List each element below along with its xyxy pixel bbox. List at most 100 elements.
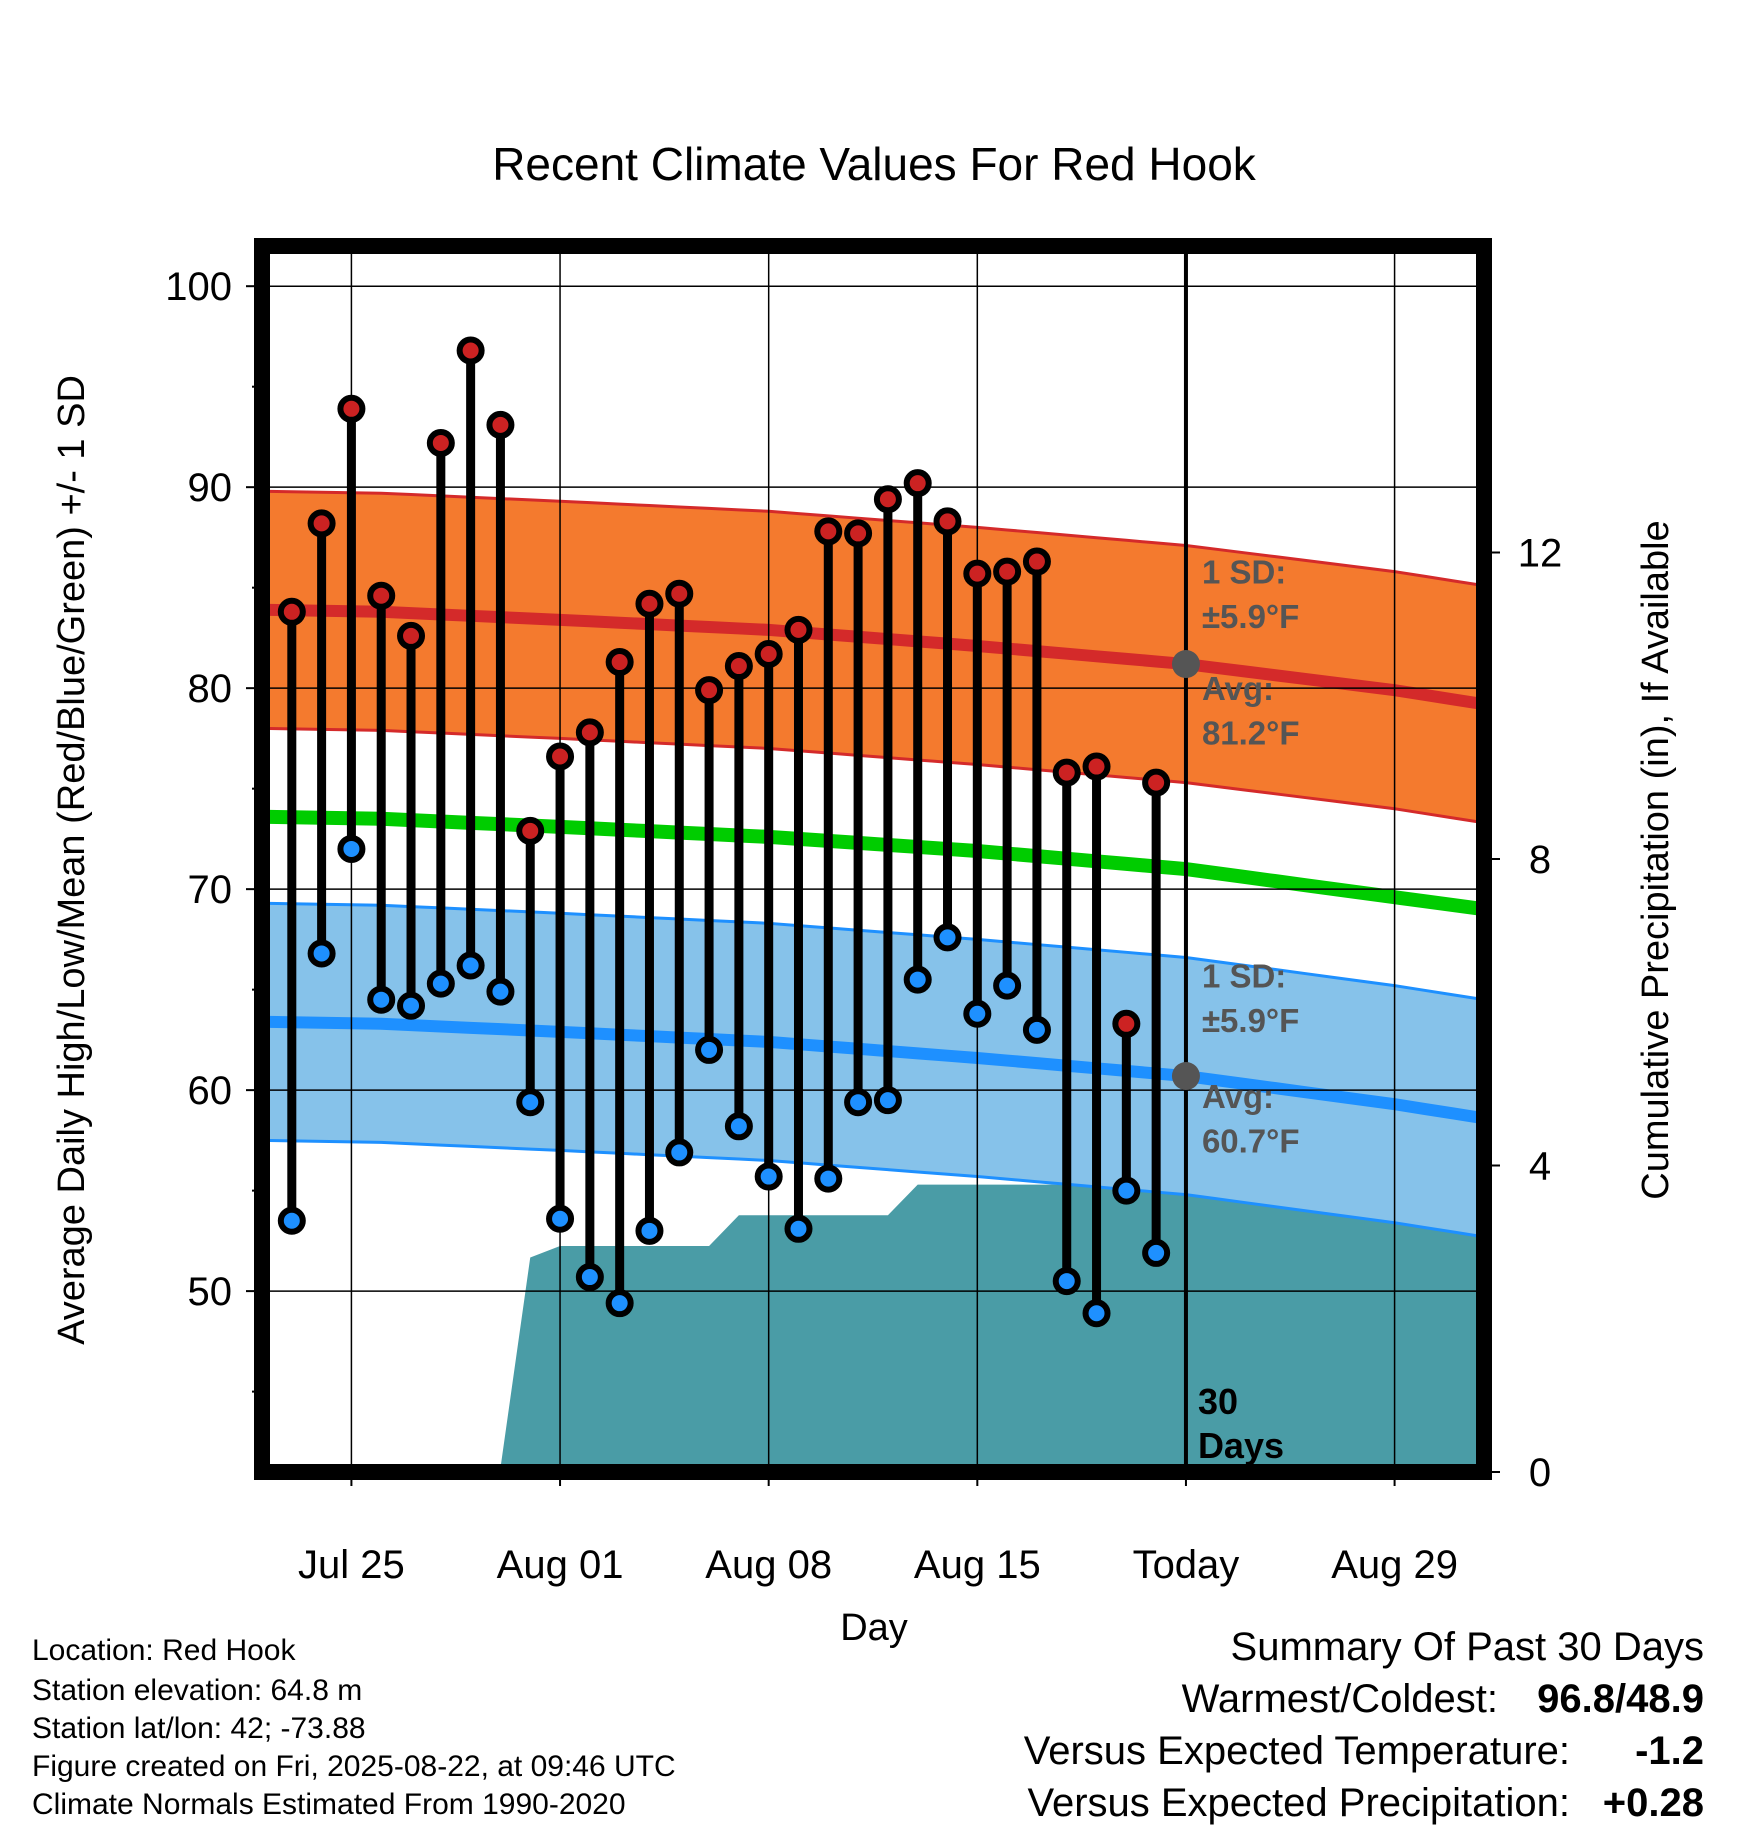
x-tick-label: Aug 01 — [497, 1543, 624, 1587]
daily-high-point — [993, 557, 1022, 586]
daily-low-point — [426, 969, 455, 998]
annotation-high-sd-line2: ±5.9°F — [1202, 598, 1299, 635]
daily-high-point — [695, 676, 724, 705]
daily-low-point — [784, 1214, 813, 1243]
daily-high-point — [963, 559, 992, 588]
summary-precip-value: +0.28 — [1603, 1781, 1704, 1825]
daily-high-point — [754, 639, 783, 668]
daily-low-point — [575, 1263, 604, 1292]
daily-high-point — [844, 519, 873, 548]
daily-low-point — [963, 999, 992, 1028]
daily-low-point — [724, 1112, 753, 1141]
daily-high-point — [456, 336, 485, 365]
daily-high-point — [1082, 752, 1111, 781]
annotation-low-sd-line2: ±5.9°F — [1202, 1002, 1299, 1039]
daily-high-point — [486, 410, 515, 439]
daily-high-point — [307, 509, 336, 538]
annotation-high-avg-line2: 81.2°F — [1202, 714, 1300, 751]
y-tick-label: 60 — [188, 1069, 233, 1113]
annotation-low-avg-line1: Avg: — [1202, 1078, 1274, 1115]
daily-high-point — [397, 621, 426, 650]
daily-low-point — [397, 991, 426, 1020]
daily-high-point — [1112, 1009, 1141, 1038]
summary-warmest-value: 96.8/48.9 — [1537, 1677, 1704, 1721]
info-normals: Climate Normals Estimated From 1990-2020 — [32, 1788, 626, 1821]
daily-low-point — [337, 834, 366, 863]
x-axis-title: Day — [840, 1607, 908, 1649]
daily-high-point — [814, 517, 843, 546]
y-tick-label: 70 — [188, 868, 233, 912]
daily-high-point — [367, 581, 396, 610]
daily-low-point — [1082, 1299, 1111, 1328]
y2-tick-label: 8 — [1529, 838, 1551, 882]
info-elevation: Station elevation: 64.8 m — [32, 1674, 362, 1707]
daily-low-point — [635, 1216, 664, 1245]
summary-precip-label: Versus Expected Precipitation: — [1027, 1781, 1570, 1825]
plot-area: 1 SD: ±5.9°F Avg: 81.2°F 1 SD: ±5.9°F Avg: 60.7… — [254, 238, 1492, 1480]
daily-low-point — [844, 1088, 873, 1117]
daily-low-point — [307, 939, 336, 968]
y-axis-title: Average Daily High/Low/Mean (Red/Blue/Gr… — [51, 375, 93, 1345]
summary-temp-label: Versus Expected Temperature: — [1024, 1729, 1570, 1773]
daily-high-point — [575, 718, 604, 747]
daily-low-point — [1022, 1015, 1051, 1044]
daily-low-point — [1052, 1267, 1081, 1296]
daily-high-point — [1142, 768, 1171, 797]
days-label-word: Days — [1198, 1425, 1284, 1466]
daily-high-point — [426, 428, 455, 457]
daily-low-point — [665, 1138, 694, 1167]
daily-high-point — [784, 615, 813, 644]
daily-high-point — [337, 394, 366, 423]
daily-low-point — [903, 965, 932, 994]
x-tick-label: Aug 15 — [914, 1543, 1041, 1587]
annotation-high-sd-line1: 1 SD: — [1202, 554, 1286, 591]
high-sd-lower-line — [262, 726, 1484, 825]
info-location: Location: Red Hook — [32, 1634, 296, 1667]
high-sd-band — [262, 491, 1484, 823]
x-tick-label: Aug 29 — [1331, 1543, 1458, 1587]
axes: 50 60 70 80 90 100 0 4 8 12 Jul 25 Aug 01 Aug 08 Aug … — [165, 265, 1562, 1587]
y2-axis-title: Cumulative Precipitation (in), If Availa… — [1635, 520, 1677, 1199]
chart-title: Recent Climate Values For Red Hook — [492, 138, 1257, 190]
daily-low-point — [277, 1206, 306, 1235]
low-sd-band — [262, 903, 1484, 1237]
daily-high-point — [546, 742, 575, 771]
today-normal-low-dot — [1171, 1062, 1200, 1091]
x-tick-label: Aug 08 — [705, 1543, 832, 1587]
summary-heading: Summary Of Past 30 Days — [1231, 1625, 1704, 1669]
y-tick-label: 80 — [188, 667, 233, 711]
days-label-number: 30 — [1198, 1381, 1238, 1422]
daily-high-point — [873, 485, 902, 514]
info-created: Figure created on Fri, 2025-08-22, at 09… — [32, 1750, 676, 1783]
daily-low-point — [754, 1162, 783, 1191]
daily-high-point — [277, 597, 306, 626]
daily-low-point — [814, 1164, 843, 1193]
daily-low-point — [486, 977, 515, 1006]
daily-low-point — [993, 971, 1022, 1000]
low-sd-upper-line — [262, 901, 1484, 1002]
y-tick-label: 50 — [188, 1270, 233, 1314]
y2-tick-label: 12 — [1518, 532, 1563, 576]
daily-low-point — [1142, 1238, 1171, 1267]
precip-area — [262, 1134, 1484, 1472]
annotation-low-avg-line2: 60.7°F — [1202, 1122, 1300, 1159]
daily-high-point — [1052, 758, 1081, 787]
daily-high-point — [903, 469, 932, 498]
y-tick-label: 90 — [188, 466, 233, 510]
summary-warmest-label: Warmest/Coldest: — [1182, 1677, 1498, 1721]
daily-high-point — [665, 579, 694, 608]
daily-high-point — [724, 652, 753, 681]
daily-low-point — [456, 951, 485, 980]
annotation-high-avg-line1: Avg: — [1202, 670, 1274, 707]
daily-low-point — [516, 1088, 545, 1117]
normal-low-line — [262, 1015, 1484, 1125]
today-normal-high-dot — [1171, 650, 1200, 679]
x-tick-label: Today — [1133, 1543, 1240, 1587]
summary-box: Summary Of Past 30 Days Warmest/Coldest:… — [1024, 1625, 1704, 1825]
low-sd-lower-line — [262, 1138, 1484, 1239]
daily-low-point — [695, 1035, 724, 1064]
high-sd-upper-line — [262, 489, 1484, 588]
y-tick-label: 100 — [165, 265, 232, 309]
daily-high-point — [933, 507, 962, 536]
